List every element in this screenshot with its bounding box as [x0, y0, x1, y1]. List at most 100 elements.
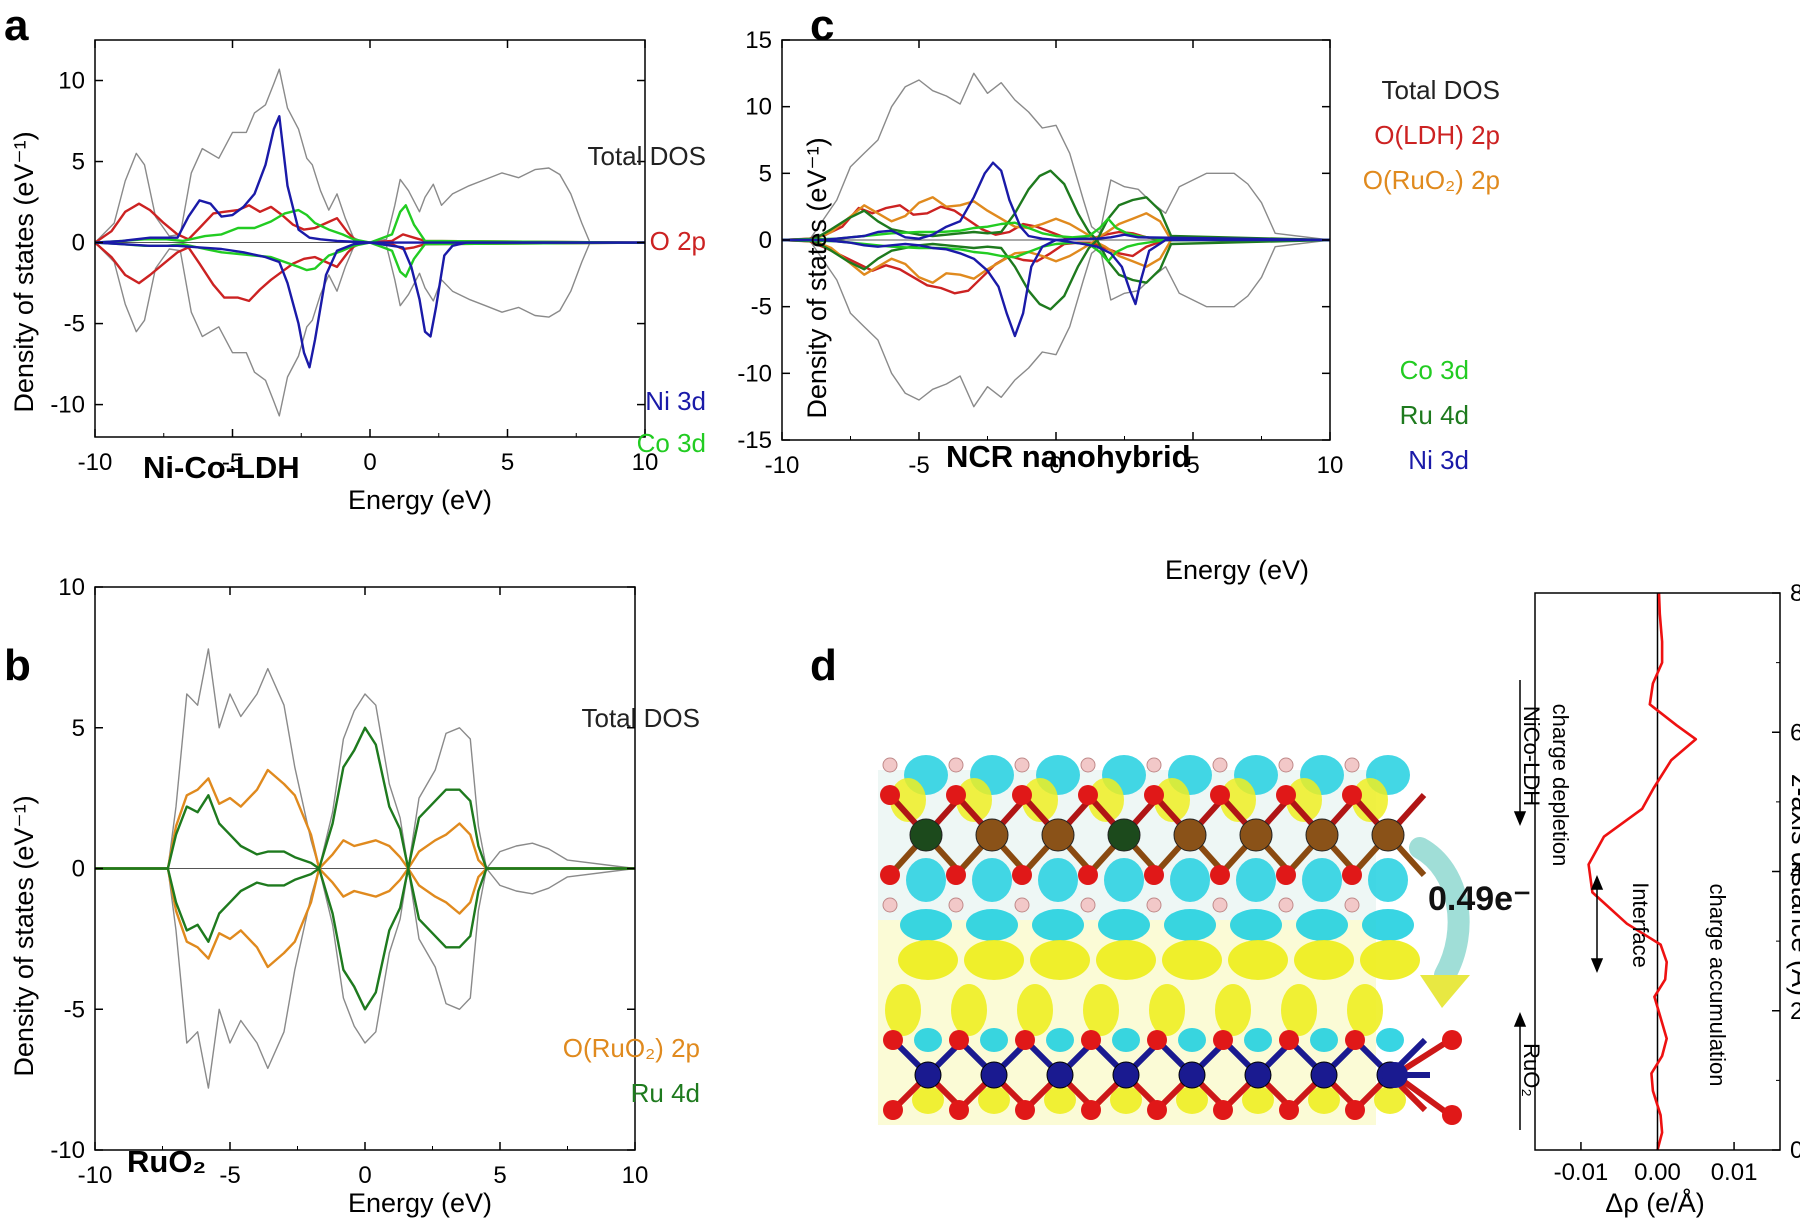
- oxygen-atom: [1442, 1105, 1462, 1125]
- panel-b-xtick-label: 0: [358, 1162, 371, 1189]
- panel-c-xtick-label: 10: [1317, 452, 1344, 479]
- panel-c-xtick-label: 5: [1186, 452, 1199, 479]
- panel-b-xtick-label: -5: [219, 1162, 240, 1189]
- ruo2-accumulation-blob: [898, 940, 958, 980]
- panel-a-legend-co3d: Co 3d: [637, 428, 706, 458]
- panel-b-ytick-label: 10: [58, 574, 85, 601]
- ruthenium-atom: [1382, 1062, 1408, 1088]
- oxygen-atom: [1213, 1030, 1233, 1050]
- panel-b-sample-label: RuO₂: [127, 1144, 206, 1179]
- panel-c-xtick-label: 0: [1049, 452, 1062, 479]
- ruo2-accumulation-blob: [964, 940, 1024, 980]
- ldh-accumulation-blob: [1286, 778, 1322, 822]
- ldh-depletion-blob: [1362, 909, 1414, 941]
- label-interface: Interface: [1628, 882, 1653, 968]
- panel-d-ylabel: z-axis distance (Å): [1786, 774, 1800, 996]
- panel-c-series-co-3d: [781, 217, 1330, 242]
- panel-b-label: b: [4, 641, 31, 690]
- oxygen-atom: [1345, 1100, 1365, 1120]
- panel-a: a -10 -5 0 5 10 -10 -5 0 5 10 Energy (eV) Density…: [4, 1, 706, 515]
- layer-arrows: [1513, 680, 1604, 1130]
- panel-a-label: a: [4, 1, 29, 50]
- hydrogen-atom: [1278, 757, 1294, 773]
- oxygen-atom: [1210, 785, 1230, 805]
- panel-c-label: c: [810, 1, 834, 50]
- oxygen-atom: [1279, 1100, 1299, 1120]
- ruo2-accumulation-blob: [1374, 1086, 1406, 1114]
- hydrogen-atom: [1080, 757, 1096, 773]
- ldh-depletion-blob: [1230, 909, 1282, 941]
- oxygen-atom: [1147, 1030, 1167, 1050]
- panel-a-ytick-label: 5: [72, 149, 85, 176]
- panel-a-plot: -10 -5 0 5 10 -10 -5 0 5 10: [50, 39, 658, 476]
- ldh-depletion-blob: [1296, 909, 1348, 941]
- panel-d-xtick-label: 0.01: [1711, 1159, 1758, 1186]
- oxygen-atom: [1012, 865, 1032, 885]
- panel-c-series-o-ruo2-2p-down: [781, 238, 1330, 284]
- transfer-arrow-head: [1420, 975, 1470, 1008]
- ruo2-accumulation-blob: [1096, 940, 1156, 980]
- ldh-accumulation-blob: [1352, 778, 1388, 822]
- panel-c-sample-label: NCR nanohybrid: [946, 439, 1191, 474]
- ruthenium-atom: [1112, 1061, 1140, 1089]
- ruo2-accumulation-blob: [978, 1086, 1010, 1114]
- ldh-depletion-blob: [1236, 858, 1276, 902]
- ruo2-depletion-blob: [980, 1028, 1008, 1052]
- ruo2-accumulation-blob: [1308, 1086, 1340, 1114]
- panel-a-ylabel: Density of states (eV⁻¹): [9, 131, 39, 412]
- ruo2-accumulation-blob: [1030, 940, 1090, 980]
- oxygen-atom: [1210, 865, 1230, 885]
- panel-b-legend-total: Total DOS: [582, 703, 701, 733]
- panel-a-ytick-label: 10: [58, 68, 85, 95]
- ruo2-accumulation-blob: [1044, 1086, 1076, 1114]
- panel-d: d 0.49e⁻ -0.01 0.00 0.01 0 2 4 6 8 Δρ (e/Å) z-a…: [810, 580, 1800, 1218]
- cobalt-atom: [975, 818, 1009, 852]
- panel-a-legend-ni3d: Ni 3d: [645, 386, 706, 416]
- ldh-accumulation-blob: [1022, 778, 1058, 822]
- hydrogen-atom: [882, 757, 898, 773]
- panel-c-series-ni-3d-down: [782, 238, 1330, 338]
- panel-b-series-ru-4d-down: [95, 867, 635, 1011]
- oxygen-atom: [1144, 785, 1164, 805]
- hydrogen-atom: [1146, 897, 1162, 913]
- oxygen-atom: [1144, 865, 1164, 885]
- ruo2-accumulation-blob: [1294, 940, 1354, 980]
- hydrogen-atom: [1212, 897, 1228, 913]
- hydrogen-atom: [882, 897, 898, 913]
- isosurface-blobs: [885, 755, 1420, 1114]
- panel-c-legend-oldh: O(LDH) 2p: [1374, 120, 1500, 150]
- interface-arrow-head-top: [1590, 875, 1604, 890]
- ldh-depletion-blob: [972, 858, 1012, 902]
- label-charge-depletion: charge depletion: [1548, 704, 1573, 867]
- ruo2-accumulation-blob: [1215, 984, 1251, 1036]
- hydrogen-atom: [1014, 897, 1030, 913]
- cobalt-atom: [1371, 818, 1405, 852]
- ruo2-depletion-blob: [1376, 1028, 1404, 1052]
- panel-c-legend-ru4d: Ru 4d: [1400, 400, 1469, 430]
- panel-c-series-co-3d-down: [781, 238, 1330, 263]
- panel-d-label: d: [810, 641, 837, 690]
- oxygen-atom: [1078, 785, 1098, 805]
- panel-c-ytick-label: 0: [759, 227, 772, 254]
- panel-a-ytick-label: -10: [50, 392, 85, 419]
- panel-a-series-o-2p-down: [94, 241, 646, 303]
- panel-d-xtick-label: 0.00: [1634, 1159, 1681, 1186]
- panel-b-xtick-label: 5: [493, 1162, 506, 1189]
- ldh-accumulation-blob: [1154, 778, 1190, 822]
- panel-b-ylabel: Density of states (eV⁻¹): [9, 795, 39, 1076]
- interface-arrow-head-bottom: [1590, 958, 1604, 973]
- panel-d-series-delta-rho: [1587, 592, 1698, 1151]
- oxygen-atom: [1342, 785, 1362, 805]
- panel-a-xtick-label: -5: [222, 449, 243, 476]
- charge-transfer-value: 0.49e⁻: [1428, 880, 1531, 918]
- oxygen-atom: [1342, 865, 1362, 885]
- ruthenium-atom: [980, 1061, 1008, 1089]
- ruo2-accumulation-blob: [1149, 984, 1185, 1036]
- oxygen-atom: [883, 1100, 903, 1120]
- hydrogen-atom: [1146, 757, 1162, 773]
- ruo2-accumulation-blob: [1281, 984, 1317, 1036]
- ldh-depletion-blob: [1368, 858, 1408, 902]
- panel-c-xlabel: Energy (eV): [1165, 555, 1309, 585]
